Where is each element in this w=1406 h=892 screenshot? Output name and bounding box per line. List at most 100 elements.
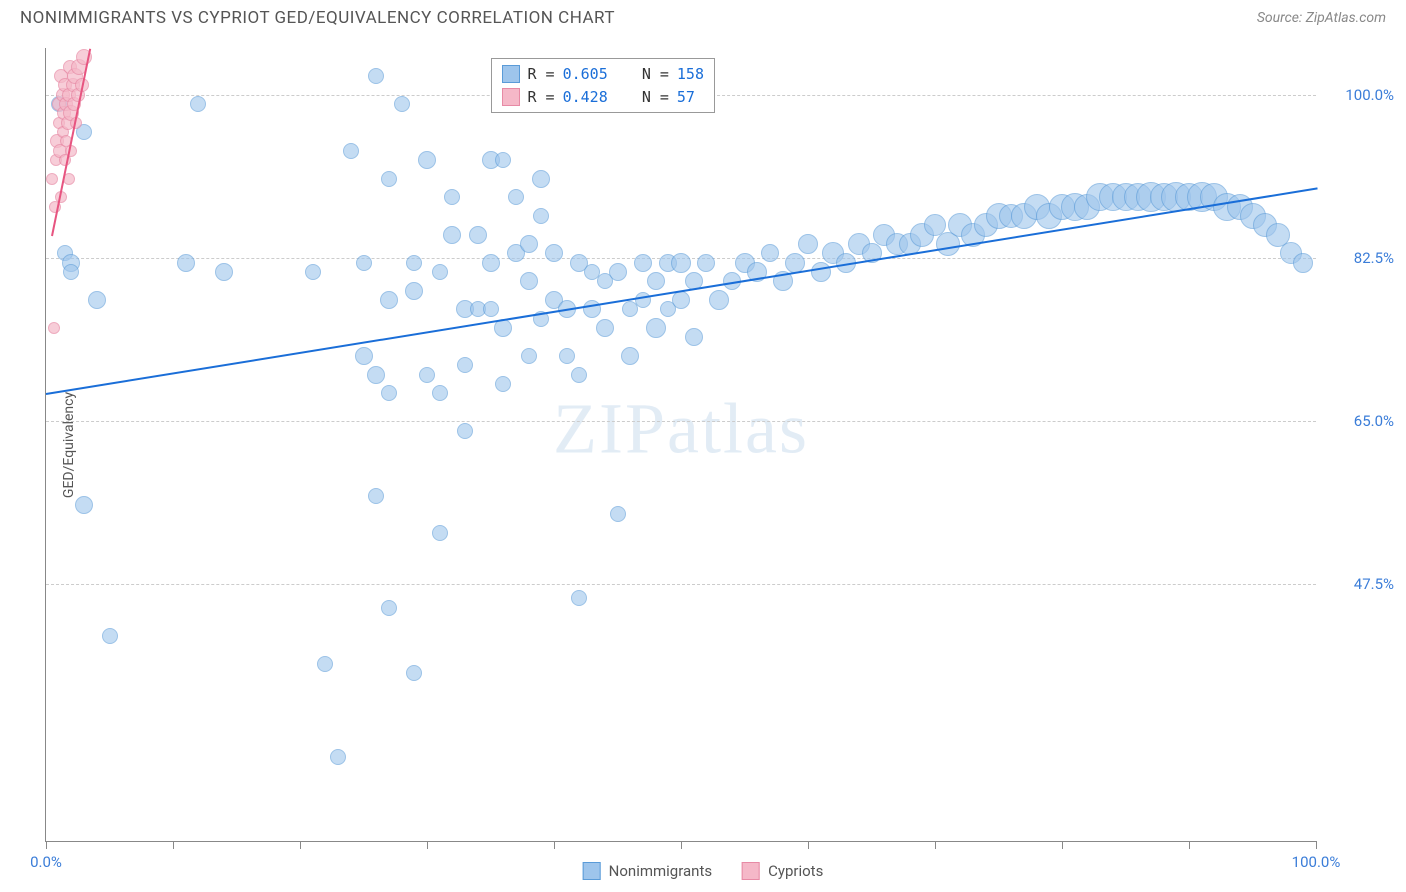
legend-label: Cypriots bbox=[768, 862, 823, 880]
legend-r-label: R = bbox=[528, 86, 555, 109]
data-point bbox=[406, 665, 422, 681]
data-point bbox=[635, 292, 651, 308]
data-point bbox=[432, 525, 448, 541]
data-point bbox=[317, 656, 333, 672]
data-point bbox=[368, 488, 384, 504]
data-point bbox=[1293, 253, 1313, 273]
x-tick bbox=[173, 841, 174, 849]
x-tick-label: 100.0% bbox=[1292, 853, 1341, 871]
data-point bbox=[432, 264, 448, 280]
data-point bbox=[798, 234, 818, 254]
data-point bbox=[368, 68, 384, 84]
x-tick bbox=[681, 841, 682, 849]
y-tick-label: 65.0% bbox=[1324, 412, 1394, 430]
data-point bbox=[609, 263, 627, 281]
data-point bbox=[190, 96, 206, 112]
chart-title: NONIMMIGRANTS VS CYPRIOT GED/EQUIVALENCY… bbox=[20, 8, 615, 28]
x-tick bbox=[554, 841, 555, 849]
data-point bbox=[343, 143, 359, 159]
legend-row: R = 0.605 N = 158 bbox=[502, 63, 705, 86]
data-point bbox=[520, 272, 538, 290]
data-point bbox=[634, 254, 652, 272]
legend-r-value: 0.428 bbox=[563, 86, 608, 109]
y-tick-label: 100.0% bbox=[1324, 86, 1394, 104]
legend-n-label: N = bbox=[642, 63, 669, 86]
x-tick-label: 0.0% bbox=[30, 853, 62, 871]
data-point bbox=[596, 319, 614, 337]
data-point bbox=[405, 282, 423, 300]
data-point bbox=[444, 189, 460, 205]
x-tick bbox=[427, 841, 428, 849]
data-point bbox=[521, 348, 537, 364]
bottom-legend: Nonimmigrants Cypriots bbox=[583, 862, 824, 880]
data-point bbox=[709, 290, 729, 310]
x-tick bbox=[300, 841, 301, 849]
data-point bbox=[406, 255, 422, 271]
data-point bbox=[520, 235, 538, 253]
data-point bbox=[545, 244, 563, 262]
watermark: ZIPatlas bbox=[553, 387, 809, 470]
legend-r-value: 0.605 bbox=[563, 63, 608, 86]
data-point bbox=[75, 496, 93, 514]
data-point bbox=[495, 376, 511, 392]
data-point bbox=[559, 348, 575, 364]
y-tick-label: 82.5% bbox=[1324, 249, 1394, 267]
data-point bbox=[482, 254, 500, 272]
data-point bbox=[571, 367, 587, 383]
data-point bbox=[381, 600, 397, 616]
data-point bbox=[432, 385, 448, 401]
correlation-legend: R = 0.605 N = 158 R = 0.428 N = 57 bbox=[491, 58, 716, 113]
data-point bbox=[457, 423, 473, 439]
data-point bbox=[469, 226, 487, 244]
data-point bbox=[495, 152, 511, 168]
data-point bbox=[533, 208, 549, 224]
data-point bbox=[483, 301, 499, 317]
legend-n-label: N = bbox=[642, 86, 669, 109]
legend-swatch bbox=[742, 862, 760, 880]
data-point bbox=[508, 189, 524, 205]
data-point bbox=[305, 264, 321, 280]
data-point bbox=[697, 254, 715, 272]
data-point bbox=[88, 291, 106, 309]
x-tick bbox=[1062, 841, 1063, 849]
data-point bbox=[394, 96, 410, 112]
trend-line bbox=[46, 188, 1317, 395]
legend-swatch bbox=[502, 88, 520, 106]
x-tick bbox=[1189, 841, 1190, 849]
legend-n-value: 57 bbox=[677, 86, 695, 109]
data-point bbox=[647, 272, 665, 290]
data-point bbox=[356, 255, 372, 271]
data-point bbox=[811, 262, 831, 282]
data-point bbox=[48, 322, 60, 334]
data-point bbox=[419, 367, 435, 383]
data-point bbox=[671, 253, 691, 273]
data-point bbox=[367, 366, 385, 384]
x-tick bbox=[808, 841, 809, 849]
data-point bbox=[621, 347, 639, 365]
scatter-chart: GED/Equivalency ZIPatlas 47.5%65.0%82.5%… bbox=[45, 48, 1316, 842]
data-point bbox=[532, 170, 550, 188]
x-tick bbox=[935, 841, 936, 849]
data-point bbox=[215, 263, 233, 281]
data-point bbox=[646, 318, 666, 338]
data-point bbox=[571, 590, 587, 606]
chart-source: Source: ZipAtlas.com bbox=[1257, 10, 1386, 26]
data-point bbox=[46, 173, 58, 185]
data-point bbox=[685, 328, 703, 346]
data-point bbox=[355, 347, 373, 365]
legend-swatch bbox=[583, 862, 601, 880]
data-point bbox=[443, 226, 461, 244]
bottom-legend-item: Nonimmigrants bbox=[583, 862, 712, 880]
gridline bbox=[46, 421, 1316, 422]
x-tick bbox=[1316, 841, 1317, 849]
data-point bbox=[457, 357, 473, 373]
data-point bbox=[177, 254, 195, 272]
bottom-legend-item: Cypriots bbox=[742, 862, 823, 880]
data-point bbox=[102, 628, 118, 644]
y-axis-label: GED/Equivalency bbox=[61, 391, 77, 497]
legend-row: R = 0.428 N = 57 bbox=[502, 86, 705, 109]
data-point bbox=[381, 171, 397, 187]
legend-r-label: R = bbox=[528, 63, 555, 86]
legend-n-value: 158 bbox=[677, 63, 704, 86]
gridline bbox=[46, 584, 1316, 585]
